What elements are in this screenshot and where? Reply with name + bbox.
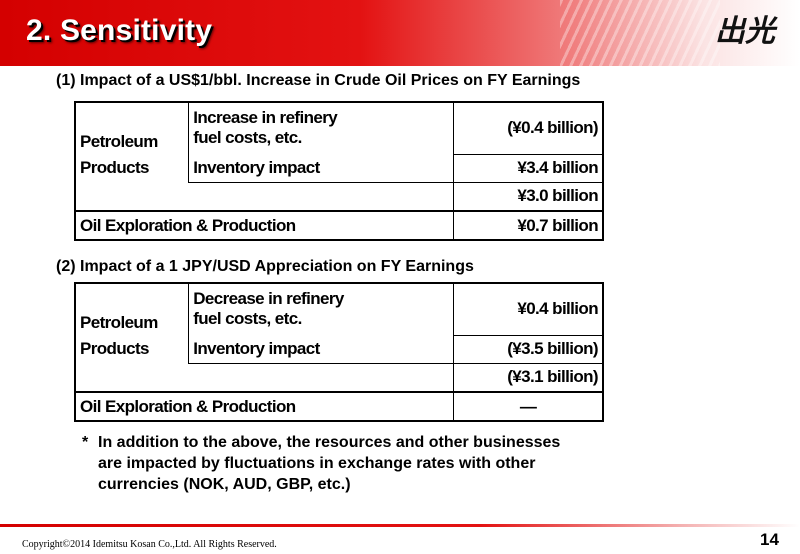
oil-exploration-label: Oil Exploration & Production xyxy=(74,391,454,422)
footnote: * In addition to the above, the resource… xyxy=(82,432,662,495)
row1-label-line2: fuel costs, etc. xyxy=(188,128,454,154)
section1-title: (1) Impact of a US$1/bbl. Increase in Cr… xyxy=(56,72,581,89)
oil-exploration-value: ¥0.7 billion xyxy=(453,210,604,241)
footnote-line1: In addition to the above, the resources … xyxy=(98,434,561,451)
subtotal-value: ¥3.0 billion xyxy=(453,181,604,211)
group-label-petroleum: Petroleum xyxy=(74,101,189,154)
footnote-line2: are impacted by fluctuations in exchange… xyxy=(98,455,536,472)
group-label-products: Products xyxy=(74,154,189,182)
row2-value: ¥3.4 billion xyxy=(453,153,604,182)
group-label-petroleum: Petroleum xyxy=(74,282,189,335)
idemitsu-logo-icon: 出光 xyxy=(715,14,775,49)
footnote-marker: * xyxy=(82,434,89,451)
copyright: Copyright©2014 Idemitsu Kosan Co.,Ltd. A… xyxy=(22,539,277,550)
row1-label-line2: fuel costs, etc. xyxy=(188,309,454,335)
row2-value: (¥3.5 billion) xyxy=(453,334,605,363)
row2-label: Inventory impact xyxy=(188,154,454,183)
title-bar-stripes xyxy=(560,0,720,66)
row1-label-line1: Decrease in refinery xyxy=(188,282,454,309)
oil-exploration-label: Oil Exploration & Production xyxy=(74,210,454,241)
row1-label-line1: Increase in refinery xyxy=(188,101,454,128)
row1-value: ¥0.4 billion xyxy=(453,282,605,335)
title-bar: 2. Sensitivity 出光 xyxy=(0,0,800,66)
oil-exploration-value: — xyxy=(453,391,605,422)
page-number: 14 xyxy=(760,530,779,549)
footer-divider xyxy=(0,524,800,527)
footnote-line3: currencies (NOK, AUD, GBP, etc.) xyxy=(98,476,351,493)
subtotal-value: (¥3.1 billion) xyxy=(453,362,605,392)
row2-label: Inventory impact xyxy=(188,335,454,364)
jpy-sensitivity-table: Petroleum Decrease in refinery ¥0.4 bill… xyxy=(74,282,605,422)
section2-title: (2) Impact of a 1 JPY/USD Appreciation o… xyxy=(56,258,474,275)
page-title: 2. Sensitivity xyxy=(26,14,213,47)
crude-oil-sensitivity-table: Petroleum Increase in refinery (¥0.4 bil… xyxy=(74,101,604,241)
row1-value: (¥0.4 billion) xyxy=(453,101,604,154)
group-label-products: Products xyxy=(74,335,189,363)
